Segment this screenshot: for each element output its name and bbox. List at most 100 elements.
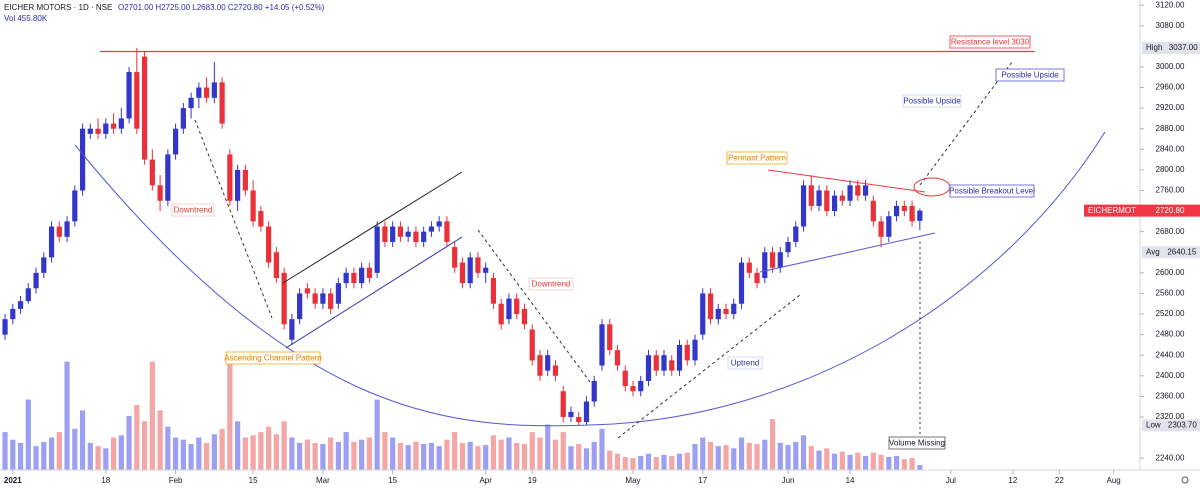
candle-body	[103, 123, 109, 134]
candle-body	[622, 370, 628, 387]
price-marker-value: 2640.15	[1167, 247, 1196, 256]
annotation: Possible Upside	[903, 97, 961, 106]
price-marker-value-box	[1140, 204, 1200, 217]
candle-body	[576, 416, 582, 423]
settings-icon[interactable]	[1181, 476, 1189, 484]
candle-body	[521, 308, 528, 325]
volume-bar	[901, 459, 907, 470]
volume-bar	[676, 453, 683, 470]
volume-bar	[172, 437, 179, 470]
volume-bar	[397, 442, 404, 470]
price-marker-name-box	[1142, 246, 1164, 259]
price-marker-name-box	[1084, 204, 1140, 217]
candle-body	[723, 308, 729, 315]
volume-bar	[700, 437, 706, 470]
candle-body	[390, 226, 396, 242]
candle-body	[731, 303, 737, 315]
x-tick-label: Apr	[479, 476, 492, 485]
candle-body	[707, 293, 714, 320]
volume-bar	[514, 442, 520, 470]
y-tick-label: 3080.00	[1156, 21, 1185, 30]
candle-body	[653, 355, 659, 371]
candle-body	[870, 200, 876, 222]
volume-bar	[630, 458, 636, 470]
candle-body	[17, 301, 24, 309]
volume-bar	[17, 442, 24, 470]
candle-body	[312, 293, 318, 304]
volume-bar	[855, 452, 861, 470]
candle-body	[235, 169, 241, 201]
volume-bar	[738, 437, 745, 470]
cup-curve	[74, 131, 1106, 427]
annotation-box	[528, 277, 574, 291]
candle-body	[591, 380, 597, 402]
volume-bar	[498, 439, 504, 470]
candle-body	[79, 128, 86, 191]
volume-bar	[847, 454, 853, 470]
y-tick-label: 2840.00	[1156, 144, 1185, 153]
volume-bar	[870, 452, 876, 470]
candle-body	[676, 344, 683, 371]
volume-bar	[576, 444, 582, 470]
volume-bar	[715, 446, 721, 470]
y-tick-label: 2680.00	[1156, 227, 1185, 236]
annotation-box	[171, 203, 215, 217]
candle-body	[421, 231, 427, 242]
candle-body	[552, 365, 559, 376]
x-tick-label: Feb	[169, 476, 183, 485]
candle-body	[738, 262, 745, 304]
volume-bar	[390, 437, 396, 470]
volume-bar	[878, 454, 884, 470]
y-tick-label: 2600.00	[1156, 268, 1185, 277]
candle-body	[467, 257, 473, 284]
candle-body	[180, 108, 186, 129]
y-tick-label: 2560.00	[1156, 289, 1185, 298]
volume-bar	[204, 442, 210, 470]
volume-bar	[785, 445, 791, 470]
candle-body	[436, 221, 442, 227]
volume-bar	[304, 439, 310, 470]
candle-body	[335, 283, 341, 304]
candle-body	[909, 205, 915, 222]
volume-bar	[816, 450, 822, 470]
candle-body	[289, 319, 295, 340]
candle-body	[661, 355, 667, 371]
candle-body	[56, 226, 62, 237]
volume-bar	[250, 435, 256, 470]
volume-bar	[235, 421, 241, 470]
x-tick-label: May	[625, 476, 640, 485]
annotation: Uptrend	[731, 359, 759, 368]
candle-body	[33, 272, 39, 289]
volume-bar	[180, 439, 186, 470]
volume-bar	[839, 451, 845, 470]
x-tick-label: Jul	[946, 476, 956, 485]
candle-body	[514, 298, 520, 315]
volume-bar	[754, 444, 760, 470]
candle-body	[211, 82, 217, 98]
volume-bar	[343, 432, 349, 470]
candle-body	[886, 216, 892, 237]
price-marker-value-box	[1164, 419, 1200, 432]
volume-bar	[583, 448, 590, 470]
annotation-box	[727, 356, 763, 370]
candle-body	[219, 82, 225, 124]
annotation-box	[949, 184, 1035, 198]
volume-bar	[909, 458, 915, 470]
candle-body	[188, 97, 194, 109]
price-pane	[2, 47, 1035, 426]
candle-body	[568, 411, 574, 417]
volume-bar	[382, 432, 388, 470]
annotation: Downtrend	[532, 280, 571, 289]
candle-body	[808, 185, 814, 206]
volume-bar	[893, 455, 900, 470]
volume-bar	[281, 421, 287, 470]
volume-bar	[79, 410, 86, 470]
candle-body	[459, 262, 466, 284]
candle-body	[560, 391, 566, 417]
volume-bar	[599, 428, 605, 470]
candle-body	[72, 190, 78, 222]
volume-bar	[48, 437, 55, 470]
candle-body	[847, 185, 853, 201]
volume-bar	[568, 446, 574, 470]
volume-bar	[149, 361, 155, 470]
